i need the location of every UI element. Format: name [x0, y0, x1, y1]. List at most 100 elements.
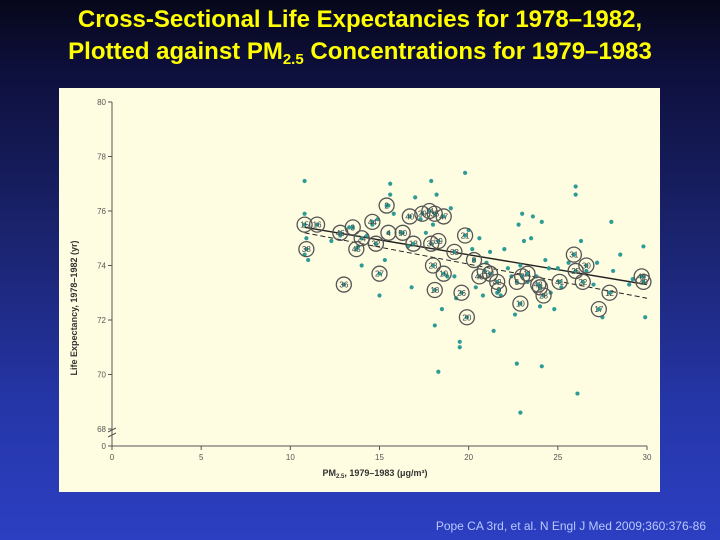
- labeled-point-ring: [298, 240, 315, 258]
- data-point: [388, 181, 393, 186]
- labeled-point-ring: [367, 235, 385, 252]
- labeled-point-ring: [490, 281, 508, 299]
- labeled-point-ring: [435, 265, 452, 282]
- data-point: [512, 312, 518, 317]
- labeled-point-dot: [373, 241, 379, 246]
- labeled-point-ring: [296, 216, 313, 233]
- labeled-point-dot: [430, 263, 436, 268]
- x-axis-label-rest: , 1979–1983 (μg/m³): [344, 468, 427, 478]
- data-point: [609, 219, 614, 224]
- labeled-point-ring: [380, 224, 397, 241]
- labeled-point-ring: [446, 243, 463, 261]
- data-point: [611, 268, 616, 274]
- labeled-point: 22: [574, 273, 591, 291]
- labeled-point: 4: [380, 224, 397, 241]
- data-point: [594, 260, 600, 265]
- labeled-point-label: 36: [339, 281, 348, 290]
- data-point: [552, 307, 557, 312]
- data-point: [434, 192, 439, 197]
- labeled-point-ring: [456, 227, 474, 244]
- labeled-point-label: 21: [461, 232, 470, 241]
- title-line-2-part-a: Plotted against PM: [68, 38, 283, 65]
- labeled-point: 6: [531, 279, 549, 296]
- labeled-point-ring: [353, 230, 370, 247]
- labeled-point: 33: [446, 243, 463, 261]
- labeled-point-dot: [354, 247, 359, 252]
- labeled-point: 3: [344, 219, 361, 236]
- labeled-point: 21: [456, 227, 474, 244]
- labeled-point-label: 50: [398, 229, 407, 238]
- labeled-point-ring: [578, 257, 595, 274]
- x-axis-label-sub: 2.5: [336, 474, 345, 480]
- data-point: [591, 282, 596, 287]
- data-point: [518, 410, 523, 415]
- labeled-point-label: 13: [409, 240, 418, 249]
- labeled-point-label: 46: [336, 229, 345, 238]
- data-point: [473, 285, 478, 290]
- labeled-point-label: 41: [555, 278, 564, 287]
- labeled-points: 15 16384632444364532422750401329143537394…: [296, 197, 652, 326]
- labeled-point-label: 32: [371, 240, 380, 249]
- data-point: [423, 230, 428, 235]
- data-point: [539, 219, 544, 224]
- x-tick-label: 20: [464, 453, 473, 462]
- data-point: [429, 178, 434, 184]
- labeled-point-label: 34: [486, 270, 495, 279]
- data-point: [302, 211, 307, 216]
- labeled-point-ring: [378, 197, 395, 214]
- labeled-point-dot: [386, 230, 391, 235]
- chart-panel: 68 70 72 74 76 78 80 0 0 5 10 15 20 25 30 15 16 38 46 3 24 4…: [59, 88, 660, 492]
- y-axis-break-mark: [107, 432, 117, 438]
- labeled-point-label: 4: [386, 229, 391, 238]
- labeled-point-label: 17: [594, 305, 603, 314]
- labeled-point: 18: [426, 281, 443, 299]
- labeled-point-label: 22: [578, 278, 587, 287]
- y-tick-label: 80: [97, 98, 106, 107]
- labeled-point-label: 30: [582, 262, 591, 271]
- data-point: [436, 369, 441, 374]
- labeled-point-label: 9: [497, 286, 502, 295]
- labeled-point-label: 44: [368, 218, 377, 227]
- data-point: [584, 268, 589, 274]
- labeled-point-label: 33: [450, 248, 459, 257]
- data-point: [448, 206, 453, 211]
- y-tick-label: 78: [97, 153, 106, 162]
- labeled-point: 41: [551, 273, 568, 291]
- data-point: [618, 252, 623, 257]
- data-point: [555, 266, 560, 271]
- labeled-point-dot: [471, 257, 477, 263]
- data-point: [518, 263, 523, 268]
- labeled-point-dot: [580, 279, 585, 284]
- labeled-point-ring: [535, 287, 552, 304]
- labeled-point: 39: [430, 232, 447, 250]
- labeled-point-label: 3: [351, 223, 356, 232]
- labeled-point-dot: [525, 271, 530, 276]
- labeled-point-dot: [459, 290, 464, 295]
- labeled-point-dot: [463, 233, 468, 238]
- data-point: [382, 257, 387, 263]
- labeled-point: 9: [490, 281, 508, 299]
- labeled-point-label: 10: [516, 300, 525, 309]
- labeled-point-dot: [314, 222, 320, 227]
- title-line-2-part-b: Concentrations for 1979–1983: [303, 38, 652, 65]
- labeled-point: 40: [401, 208, 418, 225]
- y-axis-label: Life Expectancy, 1978–1982 (yr): [69, 241, 79, 376]
- data-points: [302, 170, 648, 415]
- data-point: [452, 274, 457, 279]
- labeled-point-label: 47: [439, 212, 448, 221]
- x-axis-label-main: PM: [323, 468, 337, 478]
- labeled-point: 30: [578, 257, 595, 274]
- labeled-point-dot: [573, 268, 578, 274]
- labeled-point-label: 43: [534, 281, 543, 290]
- labeled-point-label: 12: [605, 289, 614, 298]
- data-point: [520, 211, 525, 216]
- labeled-point-ring: [426, 205, 443, 222]
- data-point: [306, 257, 311, 263]
- labeled-point: 24: [353, 230, 370, 247]
- data-point: [470, 247, 475, 252]
- labeled-point-ring: [531, 279, 549, 296]
- labeled-point-dot: [302, 222, 307, 227]
- title-line-2: Plotted against PM2.5 Concentrations for…: [0, 36, 720, 71]
- labeled-point-label: 27: [375, 270, 384, 279]
